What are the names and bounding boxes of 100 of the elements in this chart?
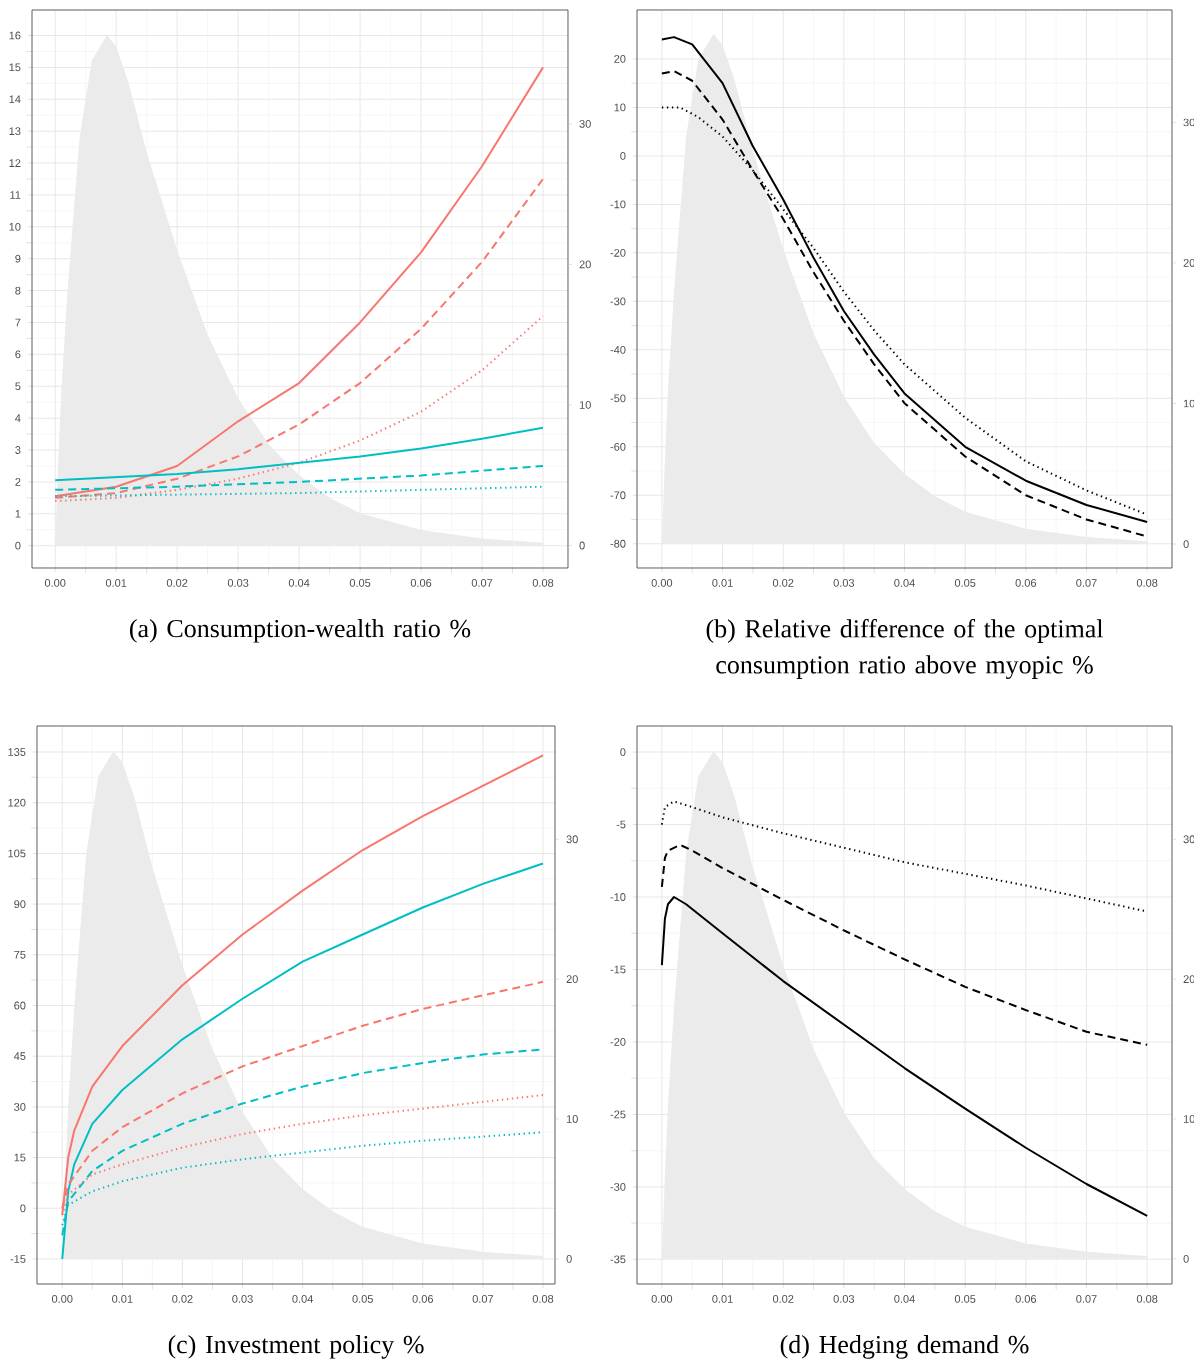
y-tick-label: 90 <box>14 900 26 908</box>
text: (d) Hedging demand % <box>780 1335 1029 1359</box>
y2-tick-label: 20 <box>579 260 591 269</box>
x-tick-label: 0.00 <box>51 1295 73 1303</box>
y-tick-label: 30 <box>14 1103 26 1111</box>
y-tick-label: 0 <box>620 748 626 756</box>
x-tick-label: 0.06 <box>412 1295 434 1303</box>
y2-tick-label: 0 <box>566 1254 572 1263</box>
x-tick-label: 0.05 <box>349 579 371 587</box>
y-tick-label: 20 <box>614 55 626 63</box>
y2-tick-label: 20 <box>1183 259 1194 267</box>
y-tick-label: 75 <box>14 950 26 959</box>
y2-tick-label: 10 <box>566 1115 578 1123</box>
y-tick-label: -25 <box>610 1110 626 1119</box>
x-tick-label: 0.01 <box>712 579 733 587</box>
y-tick-label: -35 <box>610 1255 626 1264</box>
y-tick-label: 0 <box>15 541 21 550</box>
x-tick-label: 0.07 <box>472 1295 494 1303</box>
y2-tick-label: 0 <box>1183 540 1189 548</box>
y-tick-label: 15 <box>14 1153 26 1162</box>
x-tick-label: 0.00 <box>651 579 673 587</box>
y-tick-label: 8 <box>15 286 21 295</box>
x-tick-label: 0.03 <box>833 579 855 587</box>
y-tick-label: 16 <box>9 31 21 40</box>
y-tick-label: -30 <box>610 1182 626 1191</box>
y-tick-label: 60 <box>14 1001 26 1010</box>
y-tick-label: 12 <box>9 159 21 167</box>
y-tick-label: -15 <box>610 965 626 974</box>
x-tick-label: 0.08 <box>532 579 554 587</box>
y-tick-label: 4 <box>15 414 21 422</box>
x-tick-label: 0.00 <box>44 579 66 587</box>
y-tick-label: -10 <box>610 200 626 209</box>
y2-tick-label: 10 <box>579 401 591 409</box>
y-tick-label: 11 <box>10 191 21 199</box>
x-tick-label: 0.03 <box>232 1295 253 1303</box>
x-tick-label: 0.05 <box>954 579 976 587</box>
y2-tick-label: 0 <box>1183 1254 1189 1263</box>
x-tick-label: 0.01 <box>712 1295 733 1303</box>
x-tick-label: 0.02 <box>166 579 188 587</box>
x-tick-label: 0.02 <box>172 1295 193 1303</box>
x-tick-label: 0.04 <box>288 579 310 587</box>
y-tick-label: -5 <box>616 820 626 829</box>
x-tick-label: 0.01 <box>112 1295 133 1303</box>
x-tick-label: 0.07 <box>471 579 493 587</box>
y-tick-label: 135 <box>8 748 26 756</box>
y-tick-label: 10 <box>9 222 21 231</box>
x-tick-label: 0.02 <box>772 1295 794 1303</box>
x-tick-label: 0.00 <box>651 1295 673 1303</box>
x-tick-label: 0.03 <box>833 1295 855 1303</box>
y-tick-label: 45 <box>13 1052 26 1061</box>
y-tick-label: 0 <box>620 152 626 160</box>
y-tick-label: 6 <box>15 350 21 359</box>
y2-tick-label: 10 <box>1183 399 1194 408</box>
y-tick-label: 1 <box>15 510 21 518</box>
y2-tick-label: 30 <box>579 119 591 128</box>
y-tick-label: -10 <box>610 893 626 901</box>
y-tick-label: 9 <box>15 254 21 263</box>
y-tick-label: -15 <box>10 1255 26 1263</box>
y-tick-label: -20 <box>610 248 626 257</box>
y2-tick-label: 30 <box>1183 118 1194 127</box>
x-tick-label: 0.04 <box>894 579 915 587</box>
text: (c) Investment policy % <box>168 1335 424 1359</box>
y-tick-label: -40 <box>610 345 626 354</box>
x-tick-label: 0.06 <box>410 579 432 587</box>
y2-tick-label: 30 <box>1183 835 1194 844</box>
y-tick-label: -80 <box>610 539 626 548</box>
x-tick-label: 0.08 <box>1136 579 1158 587</box>
y-tick-label: 13 <box>9 127 21 136</box>
text: (a) Consumption-wealth ratio % <box>130 619 471 643</box>
y-tick-label: 14 <box>9 95 21 104</box>
y-tick-label: -20 <box>610 1038 626 1046</box>
x-tick-label: 0.08 <box>1136 1295 1158 1303</box>
x-tick-label: 0.01 <box>105 579 127 587</box>
x-tick-label: 0.07 <box>1076 1295 1097 1303</box>
y-tick-label: -30 <box>610 297 626 306</box>
y2-tick-label: 0 <box>579 541 585 550</box>
y2-tick-label: 20 <box>1183 975 1194 983</box>
y-tick-label: 7 <box>15 318 21 327</box>
y-tick-label: -50 <box>610 394 626 403</box>
y-tick-label: 120 <box>8 798 26 807</box>
x-tick-label: 0.06 <box>1015 1295 1037 1303</box>
text: (b) Relative difference of the optimal consumption ratio above myopic % <box>706 619 1104 679</box>
x-tick-label: 0.06 <box>1015 579 1037 587</box>
x-tick-label: 0.04 <box>292 1295 313 1303</box>
y2-tick-label: 10 <box>1183 1115 1194 1123</box>
y2-tick-label: 30 <box>566 835 578 844</box>
x-tick-label: 0.03 <box>227 579 249 587</box>
y-tick-label: 15 <box>9 63 21 72</box>
y2-tick-label: 20 <box>566 975 578 983</box>
y-tick-label: 10 <box>614 103 626 112</box>
x-tick-label: 0.02 <box>772 579 794 587</box>
x-tick-label: 0.05 <box>954 1295 976 1303</box>
x-tick-label: 0.08 <box>532 1295 554 1303</box>
x-tick-label: 0.05 <box>352 1295 373 1303</box>
y-tick-label: -70 <box>610 491 626 500</box>
y-tick-label: 3 <box>15 446 21 454</box>
y-tick-label: 0 <box>20 1204 26 1213</box>
x-tick-label: 0.04 <box>894 1295 915 1303</box>
x-tick-label: 0.07 <box>1076 579 1097 587</box>
y-tick-label: 105 <box>8 849 26 858</box>
